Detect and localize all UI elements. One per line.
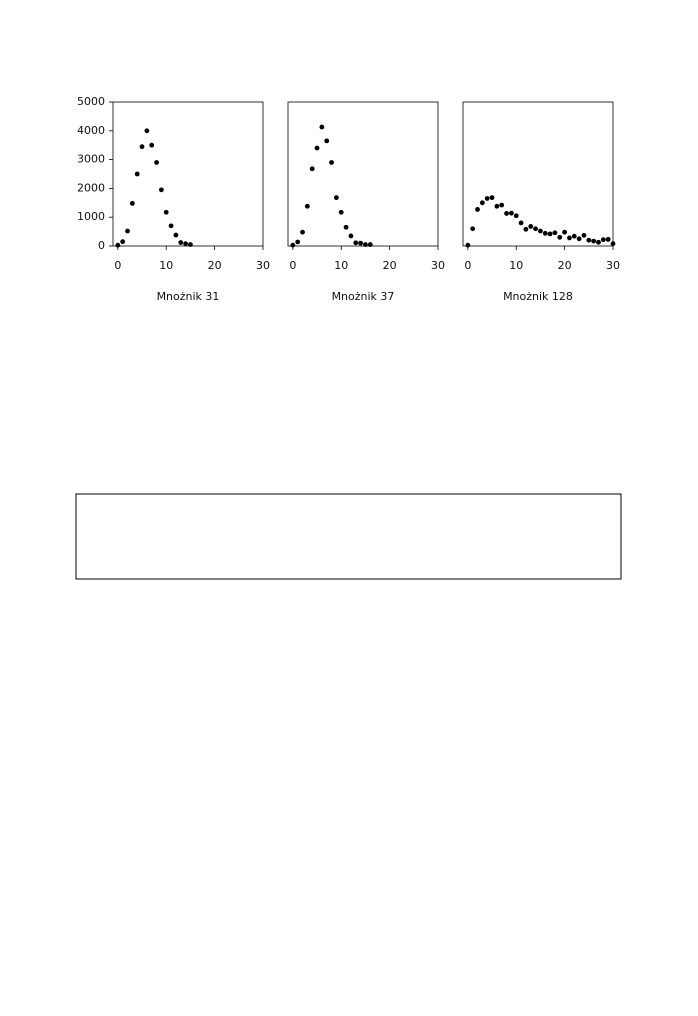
data-point <box>562 229 568 235</box>
chart-title: Mnożnik 128 <box>503 290 573 303</box>
data-point <box>343 224 349 230</box>
data-point <box>324 138 330 144</box>
data-point <box>125 228 130 234</box>
data-point <box>358 240 363 246</box>
data-point <box>120 239 126 245</box>
data-point <box>523 226 529 232</box>
data-point <box>610 241 616 247</box>
data-point <box>348 233 354 239</box>
plot-frame <box>462 101 614 247</box>
data-point <box>149 142 155 148</box>
plot-frame <box>112 101 264 247</box>
x-tick-label: 20 <box>383 259 397 272</box>
chart-title: Mnożnik 31 <box>157 290 220 303</box>
data-point <box>329 160 334 165</box>
data-point <box>168 223 174 229</box>
data-point <box>163 209 169 215</box>
data-point <box>605 236 611 242</box>
empty-box <box>75 493 622 580</box>
data-point <box>139 144 145 150</box>
x-tick-label: 30 <box>256 259 270 272</box>
x-tick-label: 10 <box>159 259 173 272</box>
data-point <box>129 200 135 206</box>
x-tick-label: 30 <box>606 259 620 272</box>
data-point <box>586 237 592 243</box>
data-point <box>173 232 179 238</box>
data-point <box>154 160 159 165</box>
data-point <box>504 211 509 216</box>
y-tick-label: 0 <box>98 239 105 252</box>
data-point <box>295 239 301 245</box>
data-point <box>600 237 606 243</box>
chart-title: Mnożnik 37 <box>332 290 395 303</box>
y-tick-label: 2000 <box>77 181 105 194</box>
x-tick-label: 20 <box>208 259 222 272</box>
plot-frame <box>287 101 439 247</box>
x-tick-label: 10 <box>334 259 348 272</box>
data-point <box>518 220 524 226</box>
data-point <box>300 229 305 235</box>
data-point <box>494 203 500 209</box>
data-point <box>567 235 572 241</box>
data-point <box>528 224 534 229</box>
x-tick-label: 30 <box>431 259 445 272</box>
data-point <box>183 241 188 247</box>
data-point <box>576 236 582 242</box>
data-point <box>470 226 476 232</box>
data-point <box>319 124 325 130</box>
data-point <box>479 200 485 206</box>
data-point <box>513 213 519 219</box>
data-point <box>309 166 315 172</box>
x-tick-label: 20 <box>558 259 572 272</box>
data-point <box>571 233 577 239</box>
y-tick-label: 5000 <box>77 95 105 108</box>
data-point <box>489 195 495 201</box>
y-tick-label: 1000 <box>77 210 105 223</box>
y-tick-label: 3000 <box>77 153 105 166</box>
data-point <box>557 234 563 240</box>
data-point <box>290 242 296 248</box>
data-point <box>475 207 480 212</box>
data-point <box>178 240 184 245</box>
data-point <box>538 228 543 234</box>
x-tick-label: 10 <box>509 259 523 272</box>
data-point <box>304 203 310 209</box>
data-point <box>508 210 514 216</box>
data-point <box>314 145 320 151</box>
data-point <box>542 230 548 236</box>
data-point <box>591 238 597 244</box>
data-point <box>363 242 368 247</box>
data-point <box>465 242 471 248</box>
data-point <box>581 232 587 238</box>
x-tick-label: 0 <box>114 259 121 272</box>
data-point <box>188 242 193 247</box>
data-point <box>499 202 505 208</box>
data-point <box>353 240 359 246</box>
data-point <box>134 171 140 177</box>
data-point <box>547 231 553 237</box>
x-tick-label: 0 <box>289 259 296 272</box>
y-tick-label: 4000 <box>77 124 105 137</box>
data-point <box>115 242 121 248</box>
data-point <box>596 239 601 245</box>
data-point <box>144 128 150 134</box>
data-point <box>158 187 164 193</box>
data-point <box>333 195 339 201</box>
data-point <box>338 209 344 215</box>
x-tick-label: 0 <box>464 259 471 272</box>
data-point <box>552 230 558 236</box>
data-point <box>533 226 538 232</box>
data-point <box>367 242 373 247</box>
data-point <box>484 196 490 201</box>
